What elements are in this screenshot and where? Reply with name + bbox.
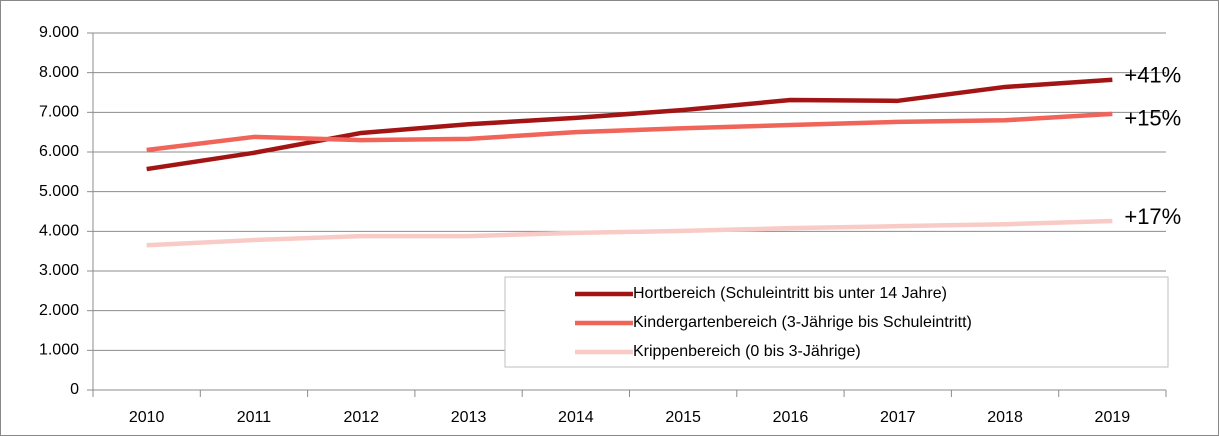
series-annotation: +41% xyxy=(1124,63,1181,88)
x-tick-label: 2011 xyxy=(237,409,272,426)
y-tick-label: 7.000 xyxy=(39,104,79,121)
x-tick-label: 2015 xyxy=(665,409,701,426)
x-tick-label: 2014 xyxy=(558,409,594,426)
y-tick-label: 5.000 xyxy=(39,183,79,200)
x-tick-label: 2010 xyxy=(129,409,165,426)
series-annotation: +17% xyxy=(1124,204,1181,229)
legend-label: Hortbereich (Schuleintritt bis unter 14 … xyxy=(633,285,947,302)
y-tick-label: 9.000 xyxy=(39,24,79,41)
series-annotation: +15% xyxy=(1124,106,1181,131)
series-line xyxy=(146,218,1113,248)
legend-label: Kindergartenbereich (3-Jährige bis Schul… xyxy=(633,314,972,331)
x-tick-label: 2016 xyxy=(773,409,809,426)
series-line xyxy=(146,77,1113,172)
y-tick-label: 6.000 xyxy=(39,143,79,160)
y-tick-label: 2.000 xyxy=(39,302,79,319)
y-tick-label: 0 xyxy=(70,381,79,398)
y-tick-label: 3.000 xyxy=(39,262,79,279)
x-tick-label: 2017 xyxy=(880,409,916,426)
series-line xyxy=(146,111,1113,153)
y-tick-label: 8.000 xyxy=(39,64,79,81)
y-tick-label: 1.000 xyxy=(39,342,79,359)
y-tick-label: 4.000 xyxy=(39,223,79,240)
x-tick-label: 2019 xyxy=(1095,409,1131,426)
x-tick-label: 2013 xyxy=(451,409,487,426)
x-tick-label: 2018 xyxy=(987,409,1023,426)
legend-label: Krippenbereich (0 bis 3-Jährige) xyxy=(633,343,861,360)
x-tick-label: 2012 xyxy=(343,409,379,426)
